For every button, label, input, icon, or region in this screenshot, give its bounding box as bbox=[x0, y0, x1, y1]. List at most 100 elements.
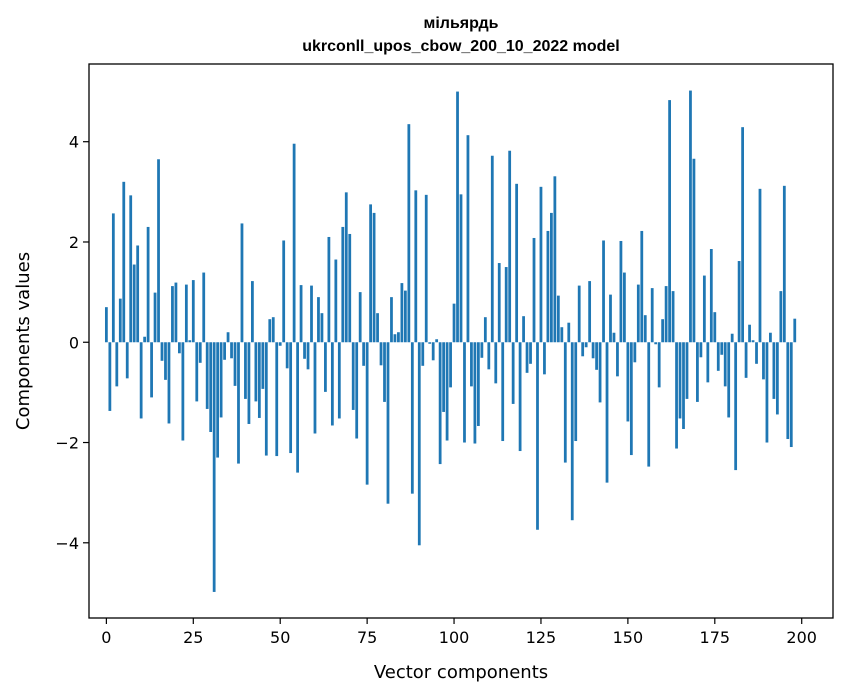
bar-37 bbox=[233, 342, 237, 386]
bar-183 bbox=[741, 127, 744, 343]
bar-191 bbox=[769, 332, 772, 343]
bar-190 bbox=[765, 342, 769, 443]
bar-41 bbox=[247, 342, 251, 424]
bar-39 bbox=[240, 223, 244, 343]
bar-162 bbox=[668, 100, 671, 343]
bar-122 bbox=[529, 342, 532, 364]
bar-77 bbox=[372, 212, 376, 343]
bar-13 bbox=[150, 342, 153, 398]
bar-28 bbox=[202, 272, 206, 343]
bar-66 bbox=[334, 259, 338, 343]
bar-100 bbox=[452, 303, 456, 343]
bar-8 bbox=[132, 264, 136, 343]
bar-46 bbox=[264, 342, 268, 456]
bar-109 bbox=[483, 317, 487, 343]
bar-119 bbox=[518, 342, 522, 452]
bar-0 bbox=[104, 307, 108, 343]
bar-42 bbox=[251, 281, 254, 343]
bar-103 bbox=[463, 342, 466, 443]
bar-197 bbox=[789, 342, 793, 448]
bar-120 bbox=[522, 316, 525, 343]
bar-174 bbox=[709, 249, 713, 343]
bar-82 bbox=[390, 297, 393, 343]
y-axis-label: Components values bbox=[13, 252, 34, 430]
bar-140 bbox=[591, 342, 595, 359]
bar-134 bbox=[570, 342, 574, 521]
bar-147 bbox=[616, 342, 619, 377]
bar-21 bbox=[178, 342, 181, 354]
bar-98 bbox=[445, 342, 449, 441]
bar-176 bbox=[716, 342, 720, 371]
bar-61 bbox=[317, 297, 320, 343]
bar-178 bbox=[723, 342, 727, 387]
bar-125 bbox=[539, 186, 543, 343]
bar-133 bbox=[567, 322, 571, 343]
bar-34 bbox=[223, 342, 226, 360]
bar-95 bbox=[435, 339, 439, 343]
bar-71 bbox=[351, 342, 355, 410]
bar-135 bbox=[574, 342, 578, 442]
bar-184 bbox=[744, 342, 748, 378]
bar-185 bbox=[748, 324, 751, 343]
bar-152 bbox=[633, 342, 637, 363]
x-tick-label: 125 bbox=[526, 628, 557, 647]
bar-107 bbox=[476, 342, 480, 426]
bar-72 bbox=[355, 342, 359, 439]
bar-31 bbox=[212, 342, 216, 592]
bar-150 bbox=[626, 342, 630, 422]
bar-51 bbox=[282, 240, 286, 343]
bar-23 bbox=[184, 284, 188, 343]
bar-79 bbox=[379, 342, 383, 366]
bar-143 bbox=[602, 240, 605, 343]
bar-35 bbox=[226, 332, 230, 343]
bar-90 bbox=[417, 342, 421, 546]
bar-12 bbox=[146, 226, 150, 343]
bar-192 bbox=[772, 342, 776, 399]
bar-29 bbox=[205, 342, 209, 409]
bar-10 bbox=[139, 342, 143, 419]
x-tick-label: 150 bbox=[613, 628, 644, 647]
bar-88 bbox=[410, 342, 414, 494]
bar-195 bbox=[782, 185, 786, 343]
x-tick-label: 0 bbox=[101, 628, 111, 647]
bar-114 bbox=[501, 342, 505, 442]
bar-38 bbox=[237, 342, 240, 464]
bar-86 bbox=[403, 290, 407, 343]
y-axis-ticks: −4 −2 0 2 4 bbox=[55, 133, 89, 553]
bar-168 bbox=[689, 90, 692, 343]
bar-89 bbox=[414, 190, 418, 343]
bar-160 bbox=[661, 319, 665, 343]
bar-164 bbox=[675, 342, 678, 449]
bar-20 bbox=[174, 282, 178, 343]
bar-57 bbox=[303, 342, 306, 359]
x-tick-label: 200 bbox=[786, 628, 817, 647]
bar-187 bbox=[755, 342, 758, 364]
bar-36 bbox=[230, 342, 233, 359]
bar-93 bbox=[428, 342, 432, 344]
bar-181 bbox=[734, 342, 738, 471]
bar-102 bbox=[459, 194, 463, 343]
bar-11 bbox=[143, 336, 147, 343]
bar-27 bbox=[198, 342, 202, 363]
bar-127 bbox=[546, 230, 550, 343]
bar-14 bbox=[153, 292, 157, 343]
bar-63 bbox=[324, 342, 327, 392]
bar-138 bbox=[584, 342, 588, 348]
bar-141 bbox=[595, 342, 598, 370]
bar-73 bbox=[358, 292, 362, 343]
bar-56 bbox=[299, 285, 303, 343]
bar-179 bbox=[727, 342, 731, 418]
bar-24 bbox=[188, 340, 192, 343]
bar-55 bbox=[296, 342, 299, 473]
bar-198 bbox=[793, 318, 797, 343]
bar-99 bbox=[449, 342, 452, 388]
bar-161 bbox=[664, 286, 668, 343]
x-tick-label: 75 bbox=[357, 628, 377, 647]
bar-115 bbox=[504, 267, 508, 343]
bar-44 bbox=[257, 342, 261, 418]
bar-157 bbox=[650, 288, 654, 343]
bar-19 bbox=[171, 286, 174, 343]
bar-123 bbox=[532, 237, 536, 343]
bar-96 bbox=[438, 342, 442, 465]
